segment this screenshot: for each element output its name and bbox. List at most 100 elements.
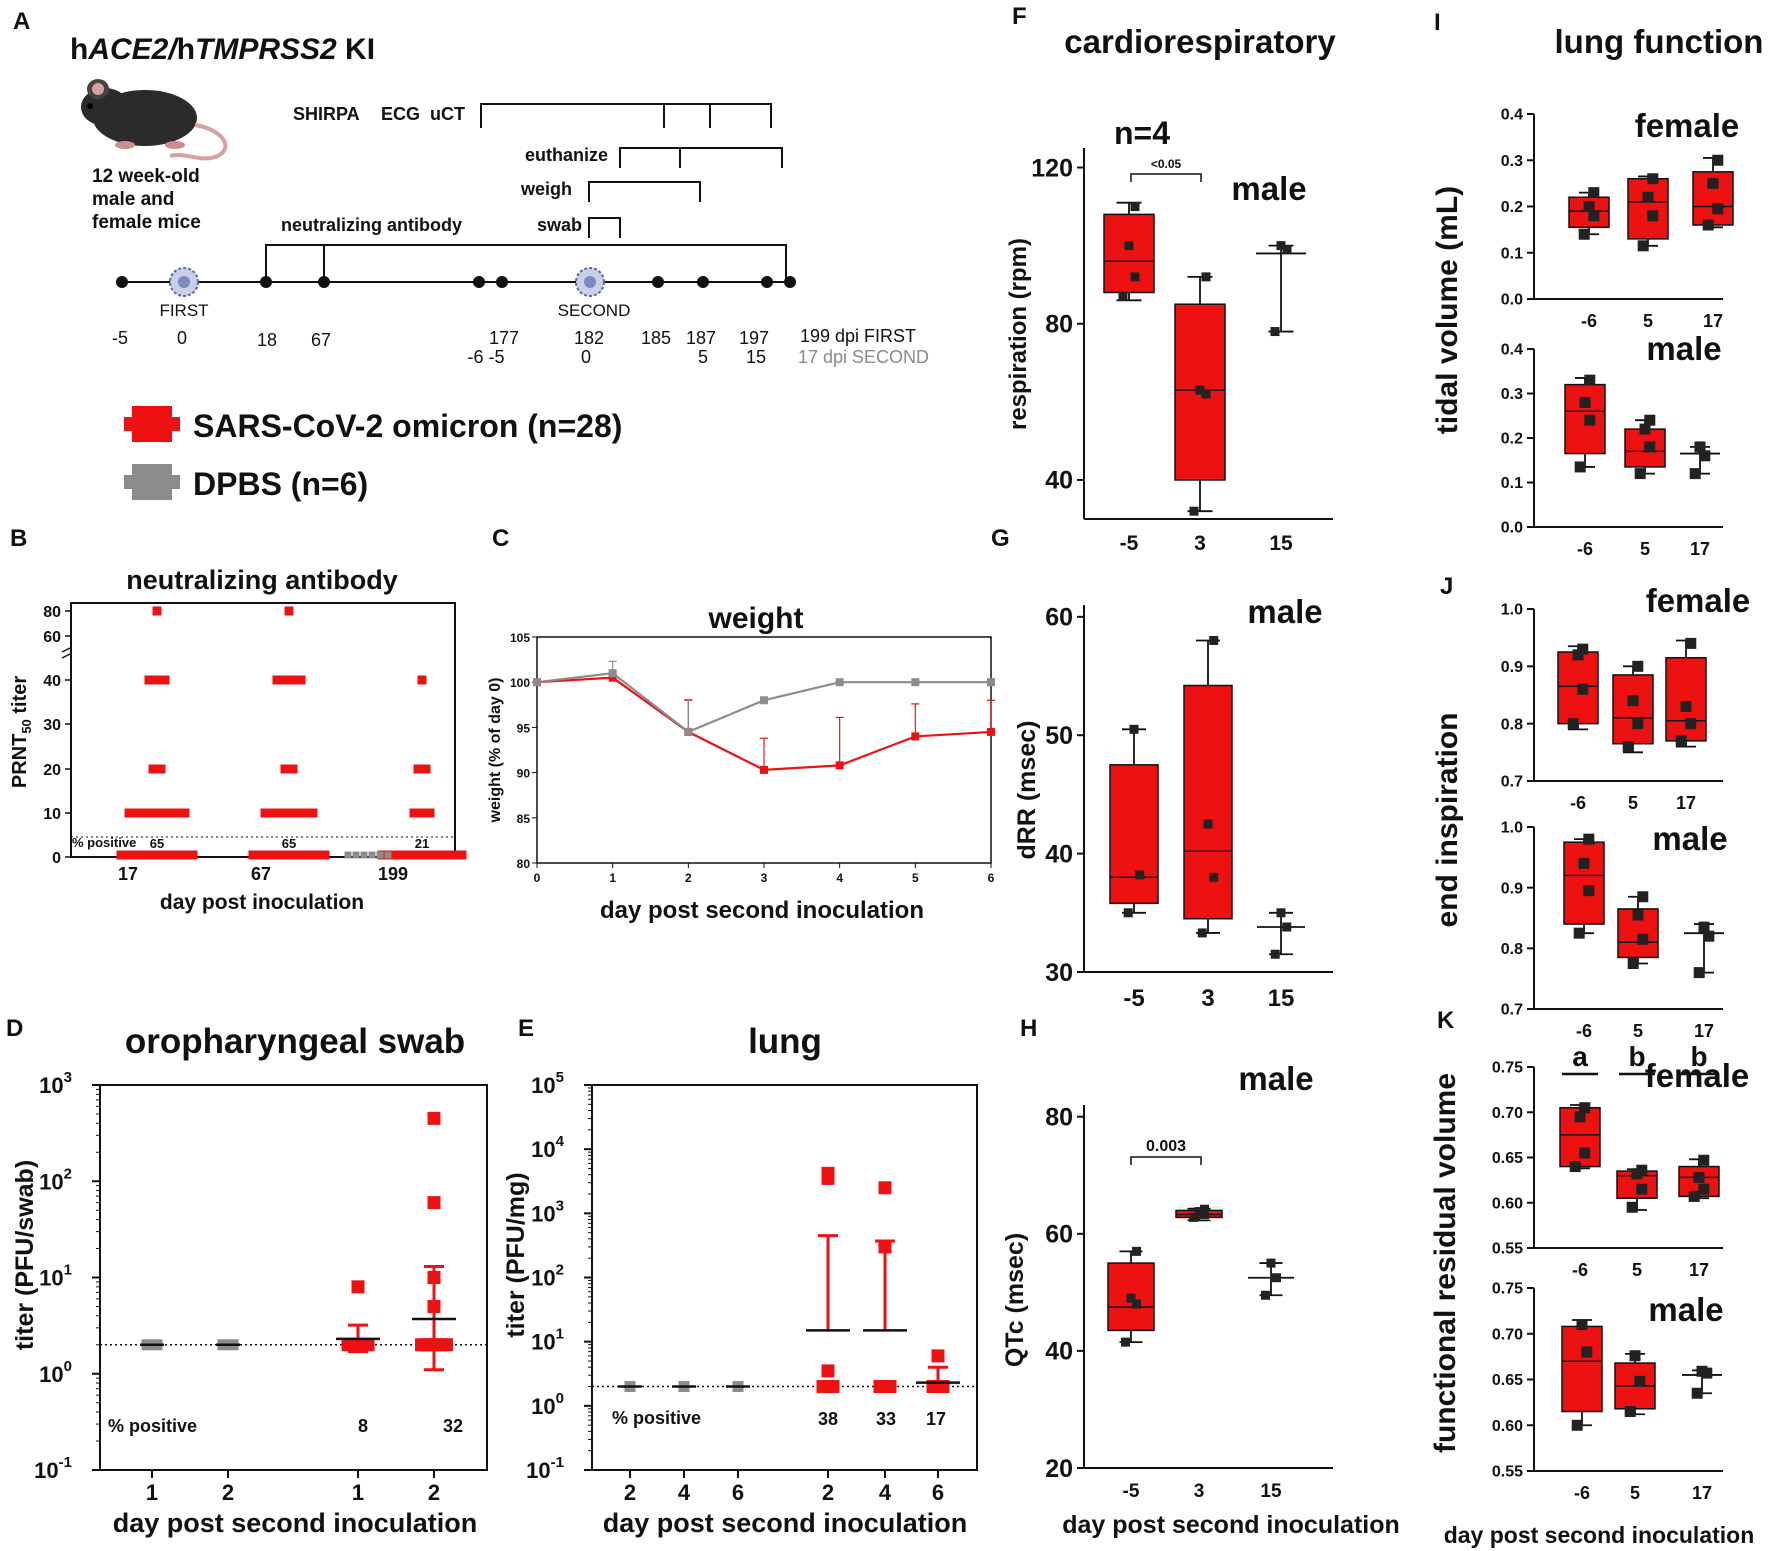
chart-h-x-tick-label: -5 [1123,1481,1140,1502]
chart-i-male-point [1699,450,1711,462]
chart-e-x-tick-label: 6 [732,1480,744,1505]
chart-e-pct-6: 17 [926,1409,946,1429]
svg-text:67: 67 [311,330,331,350]
chart-k-xlabel: day post second inoculation [1444,1522,1755,1548]
chart-g-point [1276,908,1286,918]
chart-f-sig-label: <0.05 [1151,157,1182,171]
chart-i-female-sex-label: female [1635,107,1740,144]
chart-f-n: n=4 [1114,115,1170,151]
chart-b-point [180,808,190,818]
chart-i-male-sex-label: male [1646,330,1721,367]
chart-h-point [1260,1290,1270,1300]
chart-b-point [433,850,443,860]
chart-j-subplot-male: 0.7 0.8 0.9 1.0 -6 5 17 male [1501,820,1728,1041]
chart-k-female-y-tick-label: 0.60 [1492,1195,1523,1212]
chart-b-point [172,808,182,818]
chart-e-point-omicron [878,1181,892,1195]
chart-c-point-dpbs [911,678,920,687]
chart-f-point [1118,291,1128,301]
chart-j-male-x-tick-label: 17 [1694,1021,1714,1041]
chart-j-female-y-tick-label: 0.9 [1501,659,1523,676]
chart-b-x-ticks: 17 67 199 [118,864,408,884]
chart-b-point [312,850,322,860]
chart-d-point-omicron [351,1280,365,1294]
assay-neutralizing-antibody: neutralizing antibody [281,215,462,235]
chart-d-pct-1: 8 [358,1416,368,1436]
chart-f-point [1201,389,1211,399]
panel-e: lung 10-1 100 101 102 103 104 105 2 4 6 2 4 6 % posi… [502,1022,978,1538]
chart-e-ylabel: titer (PFU/mg) [502,1172,530,1337]
assay-euthanize: euthanize [525,145,608,165]
chart-k-female-letter: b [1628,1041,1645,1072]
chart-i-female-point [1707,177,1719,189]
chart-b-point [264,850,274,860]
chart-c-y-tick-label: 100 [510,676,530,690]
chart-i-male-y-tick-label: 0.3 [1501,386,1523,403]
chart-g-point [1270,949,1280,959]
chart-e-x-tick-label: 2 [822,1480,834,1505]
assay-ecg: ECG [381,104,420,124]
chart-b-point [296,675,306,685]
chart-b-point [164,808,174,818]
chart-e-x-tick-label: 2 [624,1480,636,1505]
svg-text:67: 67 [251,864,271,884]
chart-j-male-y-tick-label: 0.8 [1501,941,1523,958]
chart-i-male-point [1634,468,1646,480]
chart-b-point [156,850,166,860]
chart-k-subplot-male: 0.55 0.60 0.65 0.70 0.75 -6 5 17 male [1492,1281,1724,1503]
chart-g-point [1123,908,1133,918]
assay-shirpa: SHIRPA [293,104,360,124]
chart-c-title: weight [708,602,804,635]
chart-k-female-sex-label: female [1645,1057,1750,1094]
chart-g-y-tick-label: 50 [1045,722,1073,750]
chart-b-point [409,808,419,818]
chart-j-female-y-tick-label: 0.7 [1501,774,1523,791]
chart-i-female-y-tick-label: 0.2 [1501,199,1523,216]
chart-h-sex-label: male [1238,1060,1313,1097]
panel-letter-e: E [518,1015,534,1042]
chart-b-point [188,850,198,860]
svg-text:197: 197 [739,328,769,348]
chart-i-female-y-tick-label: 0.4 [1501,107,1523,124]
chart-c-point-omicron [608,673,617,682]
chart-j-female-point [1572,649,1584,661]
chart-b-dpbs-point [368,851,376,859]
chart-d-x-tick-label: 1 [146,1480,158,1505]
chart-h-y-tick-label: 40 [1045,1338,1073,1366]
chart-e-pct-2: 38 [818,1409,838,1429]
chart-f-point [1201,272,1211,282]
chart-c-y-tick-label: 90 [517,767,531,781]
chart-b-y-tick-label: 60 [43,629,61,646]
chart-i-male-point [1644,414,1656,426]
chart-j-male-box [1563,841,1605,925]
chart-f-point [1189,506,1199,516]
chart-j-male-point [1573,927,1585,939]
chart-i-female-y-tick-label: 0.3 [1501,153,1523,170]
chart-f-x-tick-label: 3 [1194,532,1206,555]
chart-k-female-point [1698,1183,1710,1195]
chart-b-point [320,850,330,860]
chart-f-point [1270,327,1280,337]
chart-c-point-omicron [911,732,920,741]
chart-d-point-omicron [427,1111,441,1125]
chart-b-point [280,764,290,774]
chart-d-y-tick-label: 100 [39,1358,72,1387]
chart-f-y-tick-label: 80 [1045,310,1073,338]
chart-g-ylabel: dRR (msec) [1013,721,1041,860]
chart-b-axis-break [61,647,71,659]
chart-j-female-point [1577,643,1589,655]
chart-g-y-tick-label: 30 [1045,959,1073,987]
chart-d-pct-2: 32 [443,1416,463,1436]
chart-b-pct-17: 65 [150,836,164,851]
timeline-day-labels: -5 0 18 67 177 182 185 187 197 [112,328,769,350]
chart-i-male-y-tick-label: 0.0 [1501,520,1523,537]
svg-text:-6 -5: -6 -5 [467,347,504,367]
panel-letter-c: C [492,525,509,552]
svg-text:187: 187 [686,328,716,348]
chart-i-male-point [1639,423,1651,435]
chart-i-female-point [1702,219,1714,231]
chart-j-female-point [1622,741,1634,753]
chart-j-female-y-tick-label: 0.8 [1501,716,1523,733]
chart-e-point-omicron [931,1349,945,1363]
chart-j-male-sex-label: male [1652,820,1727,857]
